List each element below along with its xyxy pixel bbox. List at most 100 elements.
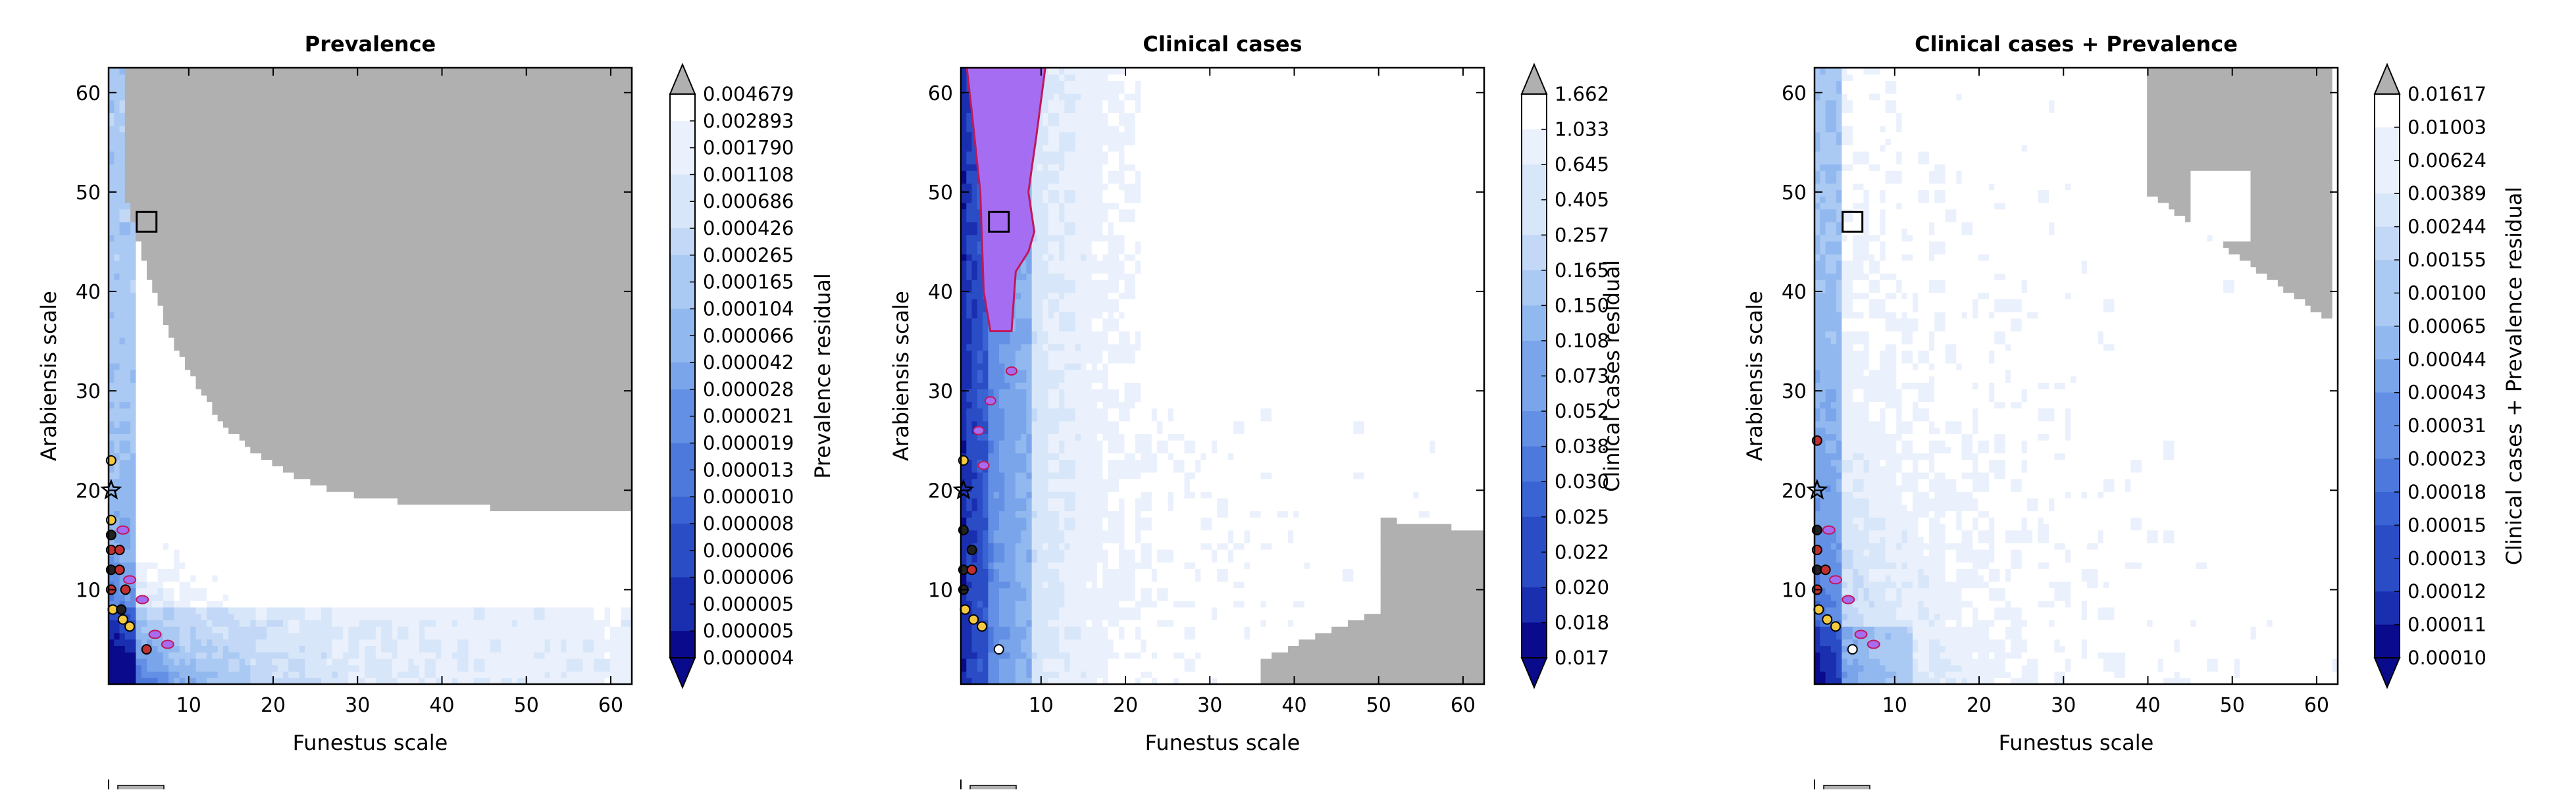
contour-cell xyxy=(337,151,344,159)
contour-cell xyxy=(381,497,387,505)
contour-cell xyxy=(299,119,305,126)
contour-cell xyxy=(294,587,300,595)
contour-cell xyxy=(353,466,360,473)
contour-cell xyxy=(184,568,191,576)
contour-cell xyxy=(174,254,180,261)
contour-cell xyxy=(168,626,174,633)
contour-cell xyxy=(261,497,267,505)
contour-cell xyxy=(222,106,229,113)
contour-cell xyxy=(272,626,278,633)
contour-cell xyxy=(119,350,126,357)
contour-cell xyxy=(239,357,245,364)
contour-cell xyxy=(283,241,289,248)
contour-cell xyxy=(294,664,300,672)
contour-cell xyxy=(375,176,382,184)
contour-cell xyxy=(179,151,186,159)
contour-cell xyxy=(288,170,295,178)
contour-cell xyxy=(359,305,365,312)
contour-cell xyxy=(109,145,115,152)
contour-cell xyxy=(217,575,224,582)
contour-cell xyxy=(146,68,153,75)
contour-cell xyxy=(152,357,159,364)
contour-cell xyxy=(168,93,174,101)
contour-cell xyxy=(201,299,207,306)
contour-cell xyxy=(124,112,131,120)
contour-cell xyxy=(294,517,300,524)
contour-cell xyxy=(255,241,262,248)
contour-cell xyxy=(212,510,219,518)
contour-cell xyxy=(174,209,180,216)
contour-cell xyxy=(359,209,365,216)
contour-cell xyxy=(267,466,273,473)
contour-cell xyxy=(141,164,147,171)
contour-cell xyxy=(168,299,174,306)
contour-cell xyxy=(343,299,349,306)
contour-cell xyxy=(321,517,327,524)
contour-cell xyxy=(234,620,240,627)
contour-cell xyxy=(119,491,126,499)
contour-cell xyxy=(315,678,322,684)
contour-cell xyxy=(343,395,349,403)
contour-cell xyxy=(228,157,235,165)
contour-cell xyxy=(337,132,344,139)
contour-cell xyxy=(294,440,300,447)
contour-cell xyxy=(136,157,142,165)
contour-cell xyxy=(283,215,289,222)
contour-cell xyxy=(305,132,311,139)
contour-cell xyxy=(277,389,284,396)
contour-cell xyxy=(386,292,393,299)
contour-cell xyxy=(348,247,355,255)
contour-cell xyxy=(348,157,355,165)
contour-cell xyxy=(294,189,300,197)
contour-cell xyxy=(305,164,311,171)
contour-cell xyxy=(146,343,153,351)
contour-cell xyxy=(168,382,174,389)
contour-cell xyxy=(168,324,174,332)
contour-cell xyxy=(157,151,164,159)
contour-cell xyxy=(195,543,202,550)
contour-cell xyxy=(212,311,219,319)
contour-cell xyxy=(326,497,333,505)
contour-cell xyxy=(141,491,147,499)
contour-cell xyxy=(315,491,322,499)
contour-cell xyxy=(207,620,213,627)
contour-cell xyxy=(146,613,153,620)
contour-cell xyxy=(326,241,333,248)
contour-cell xyxy=(277,343,284,351)
contour-cell xyxy=(152,125,159,133)
contour-cell xyxy=(326,74,333,82)
contour-cell xyxy=(267,453,273,460)
contour-cell xyxy=(157,395,164,403)
contour-cell xyxy=(353,504,360,512)
contour-cell xyxy=(152,183,159,191)
contour-cell xyxy=(157,234,164,242)
contour-cell xyxy=(163,228,169,235)
contour-cell xyxy=(114,357,120,364)
contour-cell xyxy=(146,222,153,229)
contour-cell xyxy=(114,453,120,460)
contour-cell xyxy=(267,318,273,326)
contour-cell xyxy=(207,510,213,518)
contour-cell xyxy=(222,299,229,306)
contour-cell xyxy=(184,337,191,345)
contour-cell xyxy=(305,280,311,287)
contour-cell xyxy=(315,389,322,396)
contour-cell xyxy=(365,427,371,434)
contour-cell xyxy=(250,536,257,543)
contour-cell xyxy=(321,601,327,608)
contour-cell xyxy=(321,639,327,647)
contour-cell xyxy=(190,241,197,248)
contour-cell xyxy=(234,427,240,434)
contour-cell xyxy=(337,138,344,145)
contour-cell xyxy=(283,362,289,370)
contour-cell xyxy=(375,209,382,216)
contour-cell xyxy=(212,99,219,107)
contour-cell xyxy=(207,626,213,633)
contour-cell xyxy=(228,285,235,293)
contour-cell xyxy=(152,606,159,614)
contour-cell xyxy=(370,427,376,434)
contour-cell xyxy=(288,202,295,210)
contour-cell xyxy=(179,632,186,640)
contour-cell xyxy=(124,639,131,647)
contour-cell xyxy=(365,530,371,537)
